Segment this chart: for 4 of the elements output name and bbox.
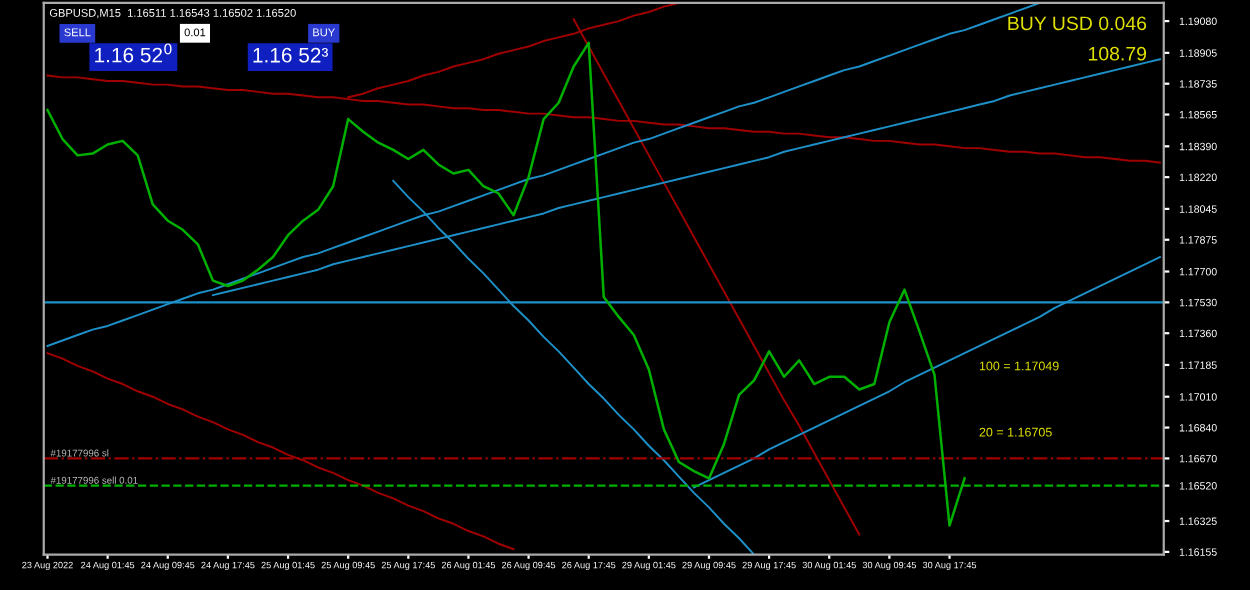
annotation: 1.16 52$^{0}$	[95, 43, 172, 63]
annotation: 1.16 52³	[253, 47, 328, 63]
annotation: 108.79	[1088, 46, 1147, 61]
annotation: BUY USD 0.046	[1008, 16, 1147, 31]
